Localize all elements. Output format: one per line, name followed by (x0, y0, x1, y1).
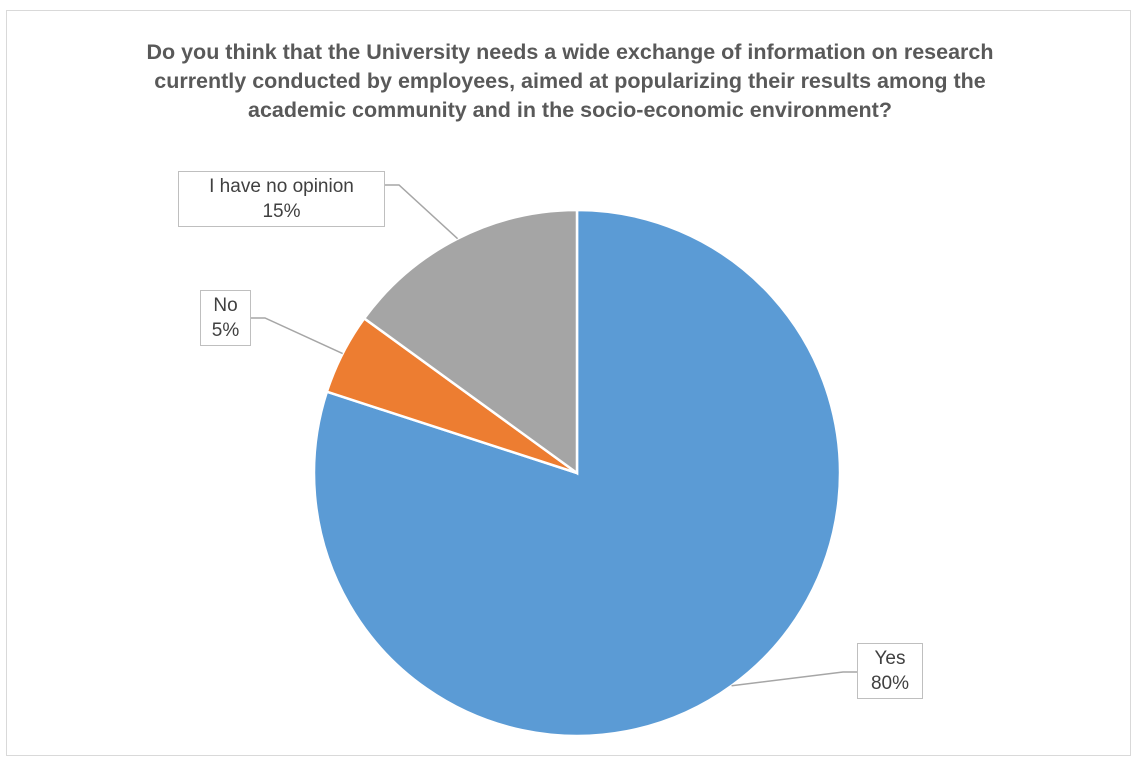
data-label-no-opinion-value: 15% (262, 201, 301, 222)
data-label-no: No 5% (200, 290, 251, 346)
chart-title: Do you think that the University needs a… (146, 40, 994, 122)
data-label-yes-value: 80% (870, 673, 910, 694)
data-label-no-opinion-name: I have no opinion (209, 176, 354, 197)
data-label-yes: Yes 80% (857, 643, 923, 699)
leader-line-no-opinion (385, 184, 459, 240)
data-label-no-value: 5% (211, 320, 240, 341)
leader-line-no (251, 317, 343, 355)
pie-slice-no-opinion (362, 208, 579, 476)
data-label-no-opinion: I have no opinion 15% (178, 171, 385, 227)
data-label-yes-name: Yes (874, 648, 906, 669)
leader-line-yes (731, 671, 857, 687)
data-label-no-name: No (213, 295, 238, 316)
